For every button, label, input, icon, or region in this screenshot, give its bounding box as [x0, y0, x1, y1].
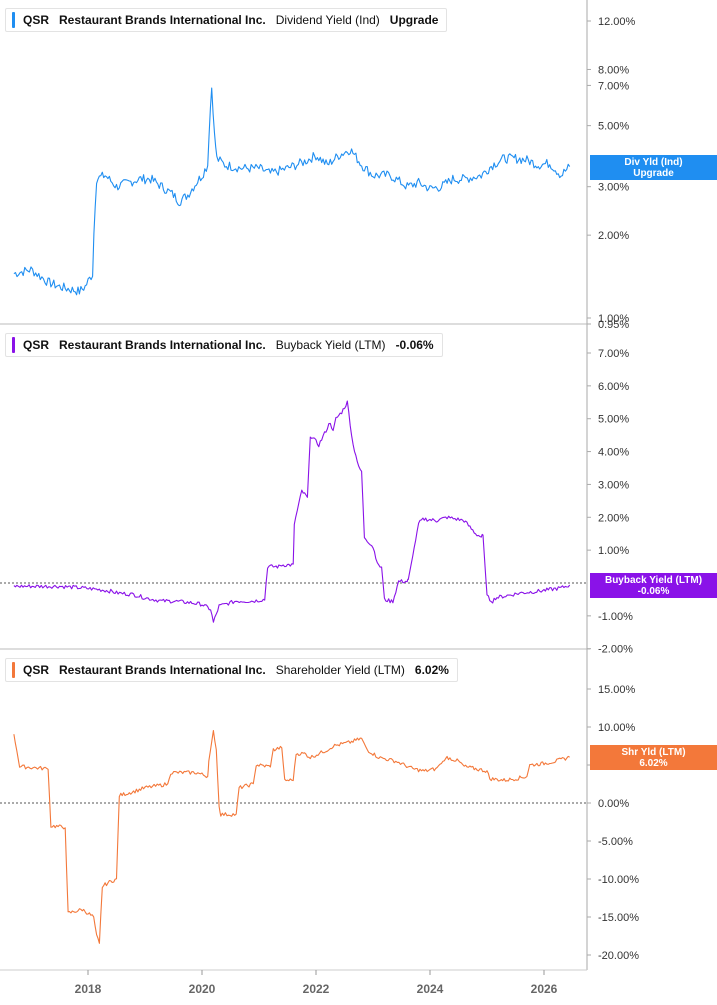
y-tick-label: 10.00%	[598, 722, 636, 734]
y-tick-label: 12.00%	[598, 16, 636, 28]
legend-value: 6.02%	[414, 663, 449, 677]
y-tick-label: 4.00%	[598, 447, 629, 459]
y-tick-label: -1.00%	[598, 611, 633, 623]
y-tick-label: 0.00%	[598, 798, 629, 810]
legend-company: Restaurant Brands International Inc.	[59, 13, 266, 27]
y-tick-label: -15.00%	[598, 912, 639, 924]
flag-line2: -0.06%	[637, 585, 670, 597]
y-tick-label: -2.00%	[598, 644, 633, 656]
y-tick-label: 1.00%	[598, 545, 629, 557]
buyback-legend[interactable]: QSR Restaurant Brands International Inc.…	[5, 333, 443, 357]
y-tick-label: 7.00%	[598, 80, 629, 92]
legend-metric: Shareholder Yield (LTM)	[275, 663, 405, 677]
y-tick-label: 2.00%	[598, 230, 629, 242]
legend-metric: Dividend Yield (Ind)	[275, 13, 380, 27]
x-tick-layer: 2018 2020 2022 2024 2026	[75, 970, 558, 996]
shareholder-yield-ltm-line	[13, 729, 570, 944]
shareholder-legend-swatch	[12, 662, 15, 678]
dividend-value-flag: Div Yld (Ind) Upgrade	[590, 155, 717, 180]
x-tick-label: 2018	[75, 982, 102, 996]
shareholder-legend[interactable]: QSR Restaurant Brands International Inc.…	[5, 658, 458, 682]
buyback-yield-ltm-line	[13, 400, 571, 623]
y-tick-label: 3.00%	[598, 479, 629, 491]
legend-value: -0.06%	[395, 338, 434, 352]
y-tick-label: 8.00%	[598, 64, 629, 76]
shareholder-value-flag: Shr Yld (LTM) 6.02%	[590, 745, 717, 770]
y-tick-label: -5.00%	[598, 836, 633, 848]
flag-line1: Div Yld (Ind)	[624, 156, 683, 168]
buyback-legend-swatch	[12, 337, 15, 353]
legend-ticker: QSR	[23, 663, 50, 677]
y-tick-label: 2.00%	[598, 512, 629, 524]
flag-line2: 6.02%	[639, 757, 668, 769]
dividend-yield-ind-line	[13, 87, 571, 296]
legend-metric: Buyback Yield (LTM)	[275, 338, 386, 352]
y-tick-label: -10.00%	[598, 874, 639, 886]
flag-line1: Shr Yld (LTM)	[621, 746, 686, 758]
x-tick-label: 2020	[189, 982, 216, 996]
y-tick-layer: 12.00%8.00%7.00%5.00%3.00%2.00%1.00%0.95…	[587, 16, 639, 962]
series-layer	[13, 87, 571, 944]
legend-company: Restaurant Brands International Inc.	[59, 338, 266, 352]
y-tick-label: 0.95%	[598, 319, 629, 331]
y-tick-label: 5.00%	[598, 414, 629, 426]
dividend-legend-swatch	[12, 12, 15, 28]
legend-ticker: QSR	[23, 13, 50, 27]
y-tick-label: 15.00%	[598, 684, 636, 696]
x-tick-label: 2026	[531, 982, 558, 996]
y-tick-label: 6.00%	[598, 381, 629, 393]
y-tick-label: 3.00%	[598, 182, 629, 194]
x-tick-label: 2022	[303, 982, 330, 996]
y-tick-label: 7.00%	[598, 348, 629, 360]
y-tick-label: 5.00%	[598, 121, 629, 133]
y-tick-label: -20.00%	[598, 950, 639, 962]
legend-company: Restaurant Brands International Inc.	[59, 663, 266, 677]
flag-line2: Upgrade	[633, 167, 674, 179]
grid-layer	[0, 0, 590, 971]
flag-line1: Buyback Yield (LTM)	[604, 574, 703, 586]
x-tick-label: 2024	[417, 982, 444, 996]
dividend-legend[interactable]: QSR Restaurant Brands International Inc.…	[5, 8, 448, 32]
legend-ticker: QSR	[23, 338, 50, 352]
legend-value: Upgrade	[389, 13, 439, 27]
y-tick-label: 1.00%	[598, 313, 629, 325]
buyback-value-flag: Buyback Yield (LTM) -0.06%	[590, 573, 717, 598]
